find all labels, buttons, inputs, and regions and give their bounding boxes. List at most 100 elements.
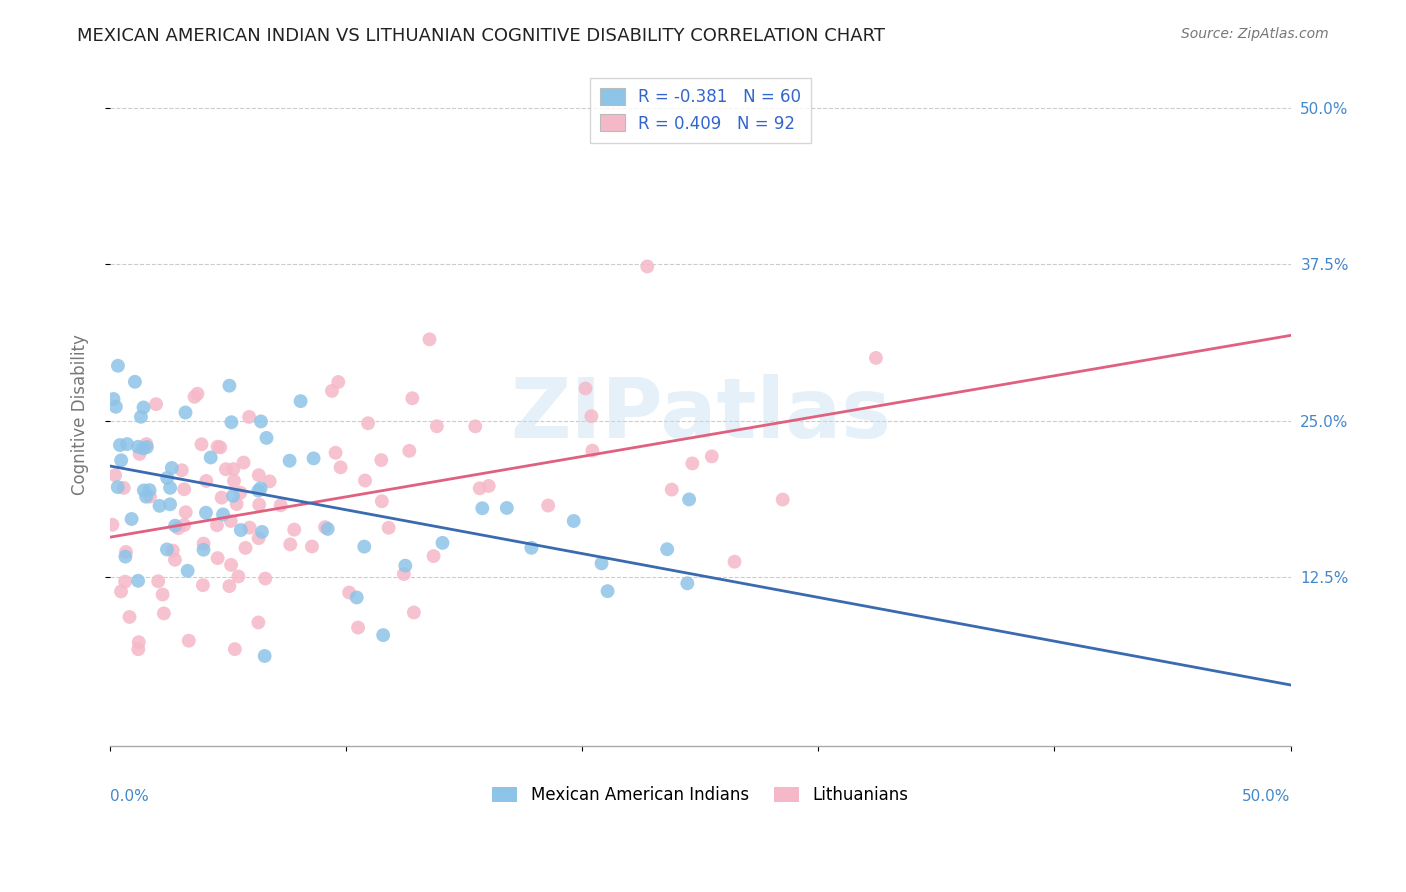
Point: [661, 483, 683, 497]
Point: [681, 457, 703, 471]
Point: [218, 378, 240, 392]
Point: [270, 498, 292, 512]
Point: [657, 542, 679, 557]
Point: [723, 555, 745, 569]
Point: [167, 521, 190, 535]
Point: [148, 499, 170, 513]
Point: [139, 490, 162, 504]
Point: [107, 359, 129, 373]
Point: [207, 440, 229, 454]
Point: [302, 451, 325, 466]
Point: [163, 553, 186, 567]
Point: [135, 437, 157, 451]
Point: [700, 450, 723, 464]
Point: [377, 521, 399, 535]
Point: [124, 375, 146, 389]
Point: [347, 621, 370, 635]
Point: [194, 506, 217, 520]
Point: [290, 394, 312, 409]
Point: [177, 633, 200, 648]
Point: [128, 447, 150, 461]
Point: [581, 443, 603, 458]
Point: [591, 557, 613, 571]
Text: 50.0%: 50.0%: [1243, 789, 1291, 804]
Point: [596, 584, 619, 599]
Point: [346, 591, 368, 605]
Point: [464, 419, 486, 434]
Point: [112, 481, 135, 495]
Point: [247, 615, 270, 630]
Point: [118, 610, 141, 624]
Point: [354, 474, 377, 488]
Point: [392, 567, 415, 582]
Point: [148, 574, 170, 589]
Point: [253, 648, 276, 663]
Point: [173, 518, 195, 533]
Point: [370, 453, 392, 467]
Text: 0.0%: 0.0%: [110, 789, 149, 804]
Point: [212, 508, 235, 522]
Point: [135, 440, 157, 454]
Point: [316, 522, 339, 536]
Point: [772, 492, 794, 507]
Point: [224, 642, 246, 657]
Point: [357, 416, 380, 430]
Point: [537, 499, 560, 513]
Point: [128, 635, 150, 649]
Point: [574, 381, 596, 395]
Point: [145, 397, 167, 411]
Point: [219, 558, 242, 572]
Point: [329, 460, 352, 475]
Point: [221, 415, 243, 429]
Point: [562, 514, 585, 528]
Point: [211, 491, 233, 505]
Point: [114, 549, 136, 564]
Point: [186, 386, 208, 401]
Point: [129, 409, 152, 424]
Point: [678, 492, 700, 507]
Point: [174, 505, 197, 519]
Y-axis label: Cognitive Disability: Cognitive Disability: [72, 334, 89, 495]
Point: [132, 401, 155, 415]
Point: [256, 431, 278, 445]
Point: [205, 518, 228, 533]
Point: [193, 542, 215, 557]
Legend: R = -0.381   N = 60, R = 0.409   N = 92: R = -0.381 N = 60, R = 0.409 N = 92: [589, 78, 811, 143]
Point: [228, 569, 250, 583]
Point: [254, 572, 277, 586]
Point: [162, 543, 184, 558]
Point: [104, 400, 127, 414]
Point: [103, 392, 125, 406]
Point: [114, 574, 136, 589]
Point: [229, 485, 252, 500]
Point: [159, 481, 181, 495]
Point: [636, 260, 658, 274]
Point: [247, 531, 270, 545]
Point: [373, 628, 395, 642]
Point: [138, 483, 160, 498]
Point: [115, 545, 138, 559]
Point: [235, 541, 257, 555]
Point: [170, 463, 193, 477]
Point: [520, 541, 543, 555]
Point: [301, 540, 323, 554]
Point: [209, 441, 232, 455]
Point: [353, 540, 375, 554]
Point: [183, 390, 205, 404]
Point: [222, 489, 245, 503]
Point: [239, 521, 262, 535]
Point: [468, 481, 491, 495]
Point: [108, 438, 131, 452]
Point: [115, 437, 138, 451]
Text: ZIPatlas: ZIPatlas: [510, 374, 891, 455]
Point: [176, 564, 198, 578]
Point: [865, 351, 887, 365]
Point: [229, 523, 252, 537]
Point: [127, 574, 149, 588]
Point: [478, 479, 501, 493]
Point: [402, 606, 425, 620]
Point: [101, 517, 124, 532]
Point: [426, 419, 449, 434]
Point: [398, 443, 420, 458]
Point: [132, 483, 155, 498]
